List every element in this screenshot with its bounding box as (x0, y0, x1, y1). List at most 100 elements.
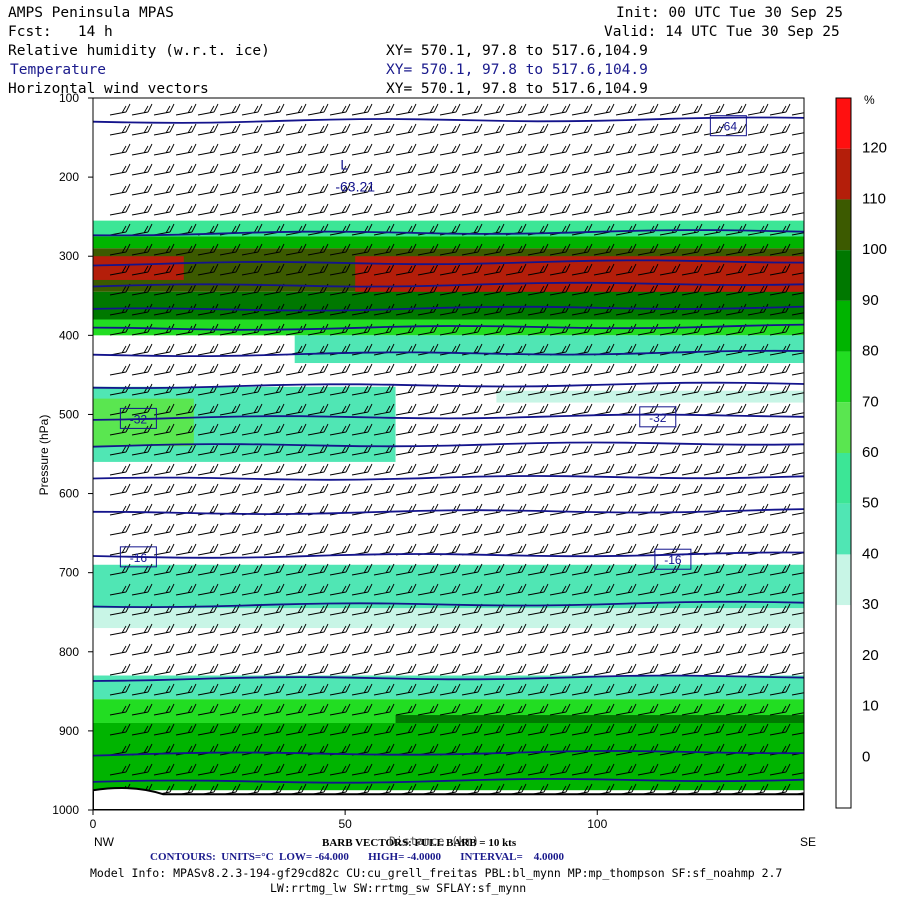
wind-barb (659, 483, 681, 496)
wind-barb (571, 363, 593, 376)
wind-barb (373, 503, 395, 516)
wind-barb (461, 583, 483, 596)
wind-barb (219, 703, 241, 716)
wind-barb (131, 363, 153, 376)
wind-barb (417, 663, 439, 676)
wind-barb (175, 583, 197, 596)
wind-barb (747, 563, 769, 576)
wind-barb (769, 143, 791, 156)
wind-barb (439, 583, 461, 596)
wind-barb (307, 363, 329, 376)
wind-barb (593, 503, 615, 516)
wind-barb (197, 523, 219, 536)
wind-barb (175, 723, 197, 736)
wind-barb (769, 123, 791, 136)
rh-band (93, 564, 804, 609)
wind-barb (329, 583, 351, 596)
field-rh-xy: XY= 570.1, 97.8 to 517.6,104.9 (386, 43, 648, 59)
wind-barb (285, 603, 307, 616)
wind-barb (263, 583, 285, 596)
wind-barb (571, 203, 593, 216)
wind-barb (373, 603, 395, 616)
wind-barb (197, 703, 219, 716)
contour-label-box (654, 548, 692, 570)
wind-barb (769, 763, 791, 776)
wind-barb (351, 163, 373, 176)
wind-barb (527, 143, 549, 156)
wind-barb (241, 643, 263, 656)
wind-barb (219, 663, 241, 676)
wind-barb (615, 523, 637, 536)
wind-barb (725, 203, 747, 216)
wind-barb (307, 683, 329, 696)
wind-barb (615, 263, 637, 276)
wind-barb (637, 523, 659, 536)
wind-barb (461, 483, 483, 496)
wind-barb (307, 403, 329, 416)
field-wind-xy: XY= 570.1, 97.8 to 517.6,104.9 (386, 81, 648, 97)
wind-barb (329, 203, 351, 216)
wind-barb (681, 663, 703, 676)
wind-barb (241, 483, 263, 496)
wind-barb (175, 363, 197, 376)
wind-barb (373, 663, 395, 676)
wind-barb (285, 623, 307, 636)
wind-barb (637, 383, 659, 396)
wind-barb (725, 643, 747, 656)
wind-barb (791, 272, 804, 276)
y-tick-label: 300 (59, 249, 79, 263)
wind-barb (747, 103, 769, 116)
wind-barb (769, 523, 791, 536)
wind-barb (197, 243, 219, 256)
temperature-contour (93, 116, 804, 124)
wind-barb (307, 723, 329, 736)
wind-barb (131, 763, 153, 776)
wind-barb (285, 723, 307, 736)
wind-barb (615, 383, 637, 396)
wind-barb (109, 623, 131, 636)
wind-barb (637, 763, 659, 776)
wind-barb (153, 343, 175, 356)
wind-barb (681, 383, 703, 396)
wind-barb (329, 723, 351, 736)
wind-barb (395, 583, 417, 596)
wind-barb (131, 643, 153, 656)
wind-barb (197, 343, 219, 356)
wind-barb (439, 683, 461, 696)
wind-barb (461, 143, 483, 156)
wind-barb (175, 683, 197, 696)
wind-barb (461, 643, 483, 656)
wind-barb (131, 243, 153, 256)
wind-barb (241, 723, 263, 736)
colorbar-swatch (836, 351, 851, 403)
wind-barb (637, 203, 659, 216)
wind-barb (373, 563, 395, 576)
wind-barb (307, 763, 329, 776)
wind-barb (659, 423, 681, 436)
wind-barb (285, 103, 307, 116)
wind-barb (483, 483, 505, 496)
wind-barb (219, 163, 241, 176)
wind-barb (791, 312, 804, 316)
wind-barb (351, 483, 373, 496)
wind-barb (527, 763, 549, 776)
wind-barb (395, 203, 417, 216)
wind-barb (241, 203, 263, 216)
wind-barb (109, 643, 131, 656)
wind-barb (373, 763, 395, 776)
wind-barb (395, 403, 417, 416)
wind-barb (637, 703, 659, 716)
colorbar-frame (835, 97, 852, 809)
wind-barb (703, 623, 725, 636)
wind-barb (153, 663, 175, 676)
wind-barb (483, 163, 505, 176)
wind-barb (219, 463, 241, 476)
wind-barb (747, 163, 769, 176)
wind-barb (197, 143, 219, 156)
wind-barb (285, 763, 307, 776)
wind-barb (659, 623, 681, 636)
wind-barb (263, 103, 285, 116)
wind-barb (637, 563, 659, 576)
wind-barb (703, 443, 725, 456)
wind-barb (791, 392, 804, 396)
